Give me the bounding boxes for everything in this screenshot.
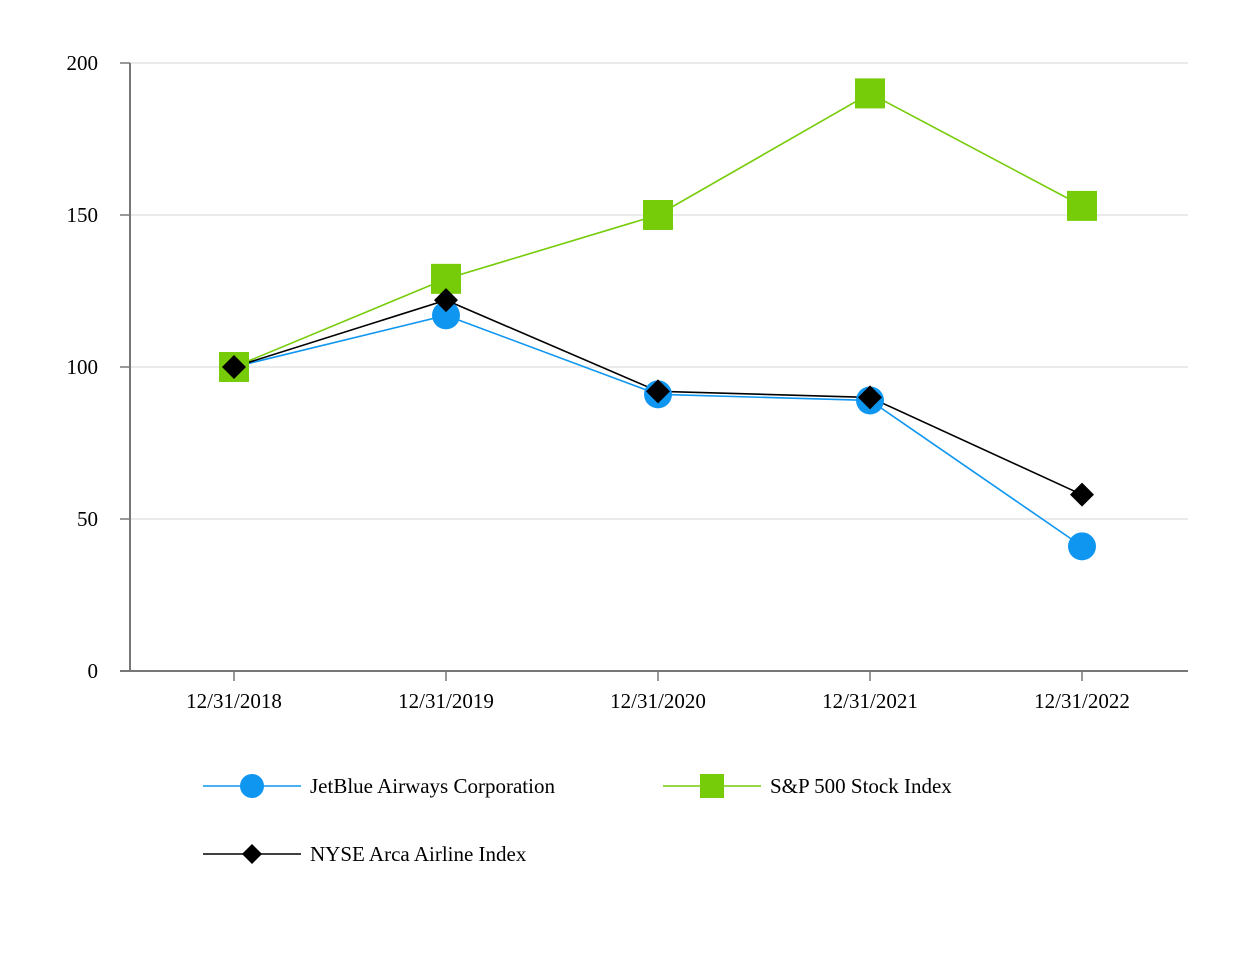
series-markers-circle — [220, 301, 1096, 561]
x-tick-label: 12/31/2019 — [398, 689, 494, 713]
grid-lines — [130, 62, 1188, 520]
y-tick-label: 200 — [67, 51, 99, 75]
series-markers-diamond — [222, 288, 1094, 507]
series-circle — [233, 314, 1083, 548]
data-point-diamond — [222, 355, 246, 379]
legend-label: NYSE Arca Airline Index — [310, 842, 527, 866]
tick-labels: 0 50 100 150 200 12/31/2018 12/31/2019 12/31/20… — [67, 51, 1130, 713]
x-tick-label: 12/31/2020 — [610, 689, 706, 713]
legend-label: S&P 500 Stock Index — [770, 774, 952, 798]
y-tick-label: 0 — [88, 659, 99, 683]
series-line-circle — [233, 314, 1083, 548]
legend: JetBlue Airways Corporation S&P 500 Stock… — [203, 774, 952, 866]
data-point-diamond — [646, 379, 670, 404]
x-tick-label: 12/31/2021 — [822, 689, 918, 713]
data-point-circle — [1068, 532, 1096, 561]
data-point-diamond — [434, 288, 458, 313]
legend-item: NYSE Arca Airline Index — [203, 842, 527, 866]
series-lines — [219, 78, 1097, 561]
data-point-square — [643, 200, 673, 230]
legend-marker-circle — [240, 774, 264, 798]
data-point-diamond — [1070, 482, 1094, 507]
legend-marker-diamond — [242, 844, 262, 864]
data-point-circle — [432, 301, 460, 330]
series-markers-square — [219, 78, 1097, 382]
legend-item: JetBlue Airways Corporation — [203, 774, 555, 798]
y-tick-label: 50 — [77, 507, 98, 531]
axes — [120, 62, 1188, 681]
data-point-square — [1067, 190, 1097, 221]
x-tick-label: 12/31/2018 — [186, 689, 282, 713]
y-tick-label: 150 — [67, 203, 99, 227]
legend-marker-square — [700, 774, 724, 798]
legend-item: S&P 500 Stock Index — [663, 774, 952, 798]
y-tick-label: 100 — [67, 355, 99, 379]
x-tick-label: 12/31/2022 — [1034, 689, 1130, 713]
data-point-square — [855, 78, 885, 109]
legend-label: JetBlue Airways Corporation — [310, 774, 555, 798]
series-line-square — [233, 92, 1083, 368]
series-square — [233, 92, 1083, 368]
data-point-diamond — [858, 385, 882, 410]
